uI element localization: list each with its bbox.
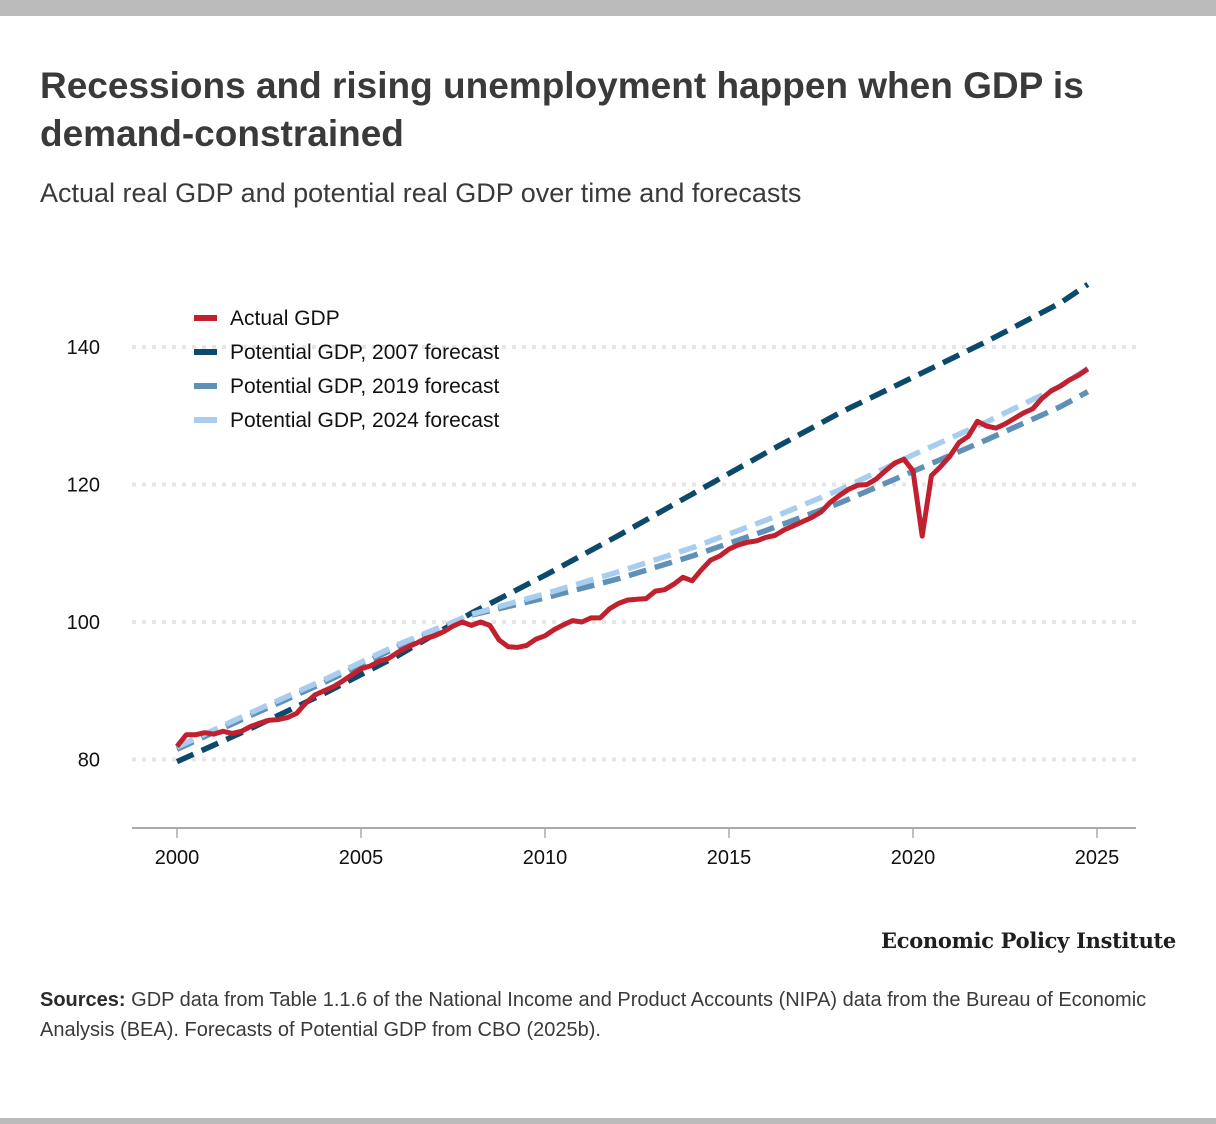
x-tick-label: 2010 xyxy=(523,847,568,869)
legend-swatch xyxy=(194,349,217,355)
x-axis: 2000 2005 2010 2015 2020 2025 xyxy=(132,827,1136,869)
sources-text: GDP data from Table 1.1.6 of the Nationa… xyxy=(40,989,1147,1041)
series-lines xyxy=(175,282,1090,765)
x-tick-label: 2020 xyxy=(891,847,936,869)
legend-label: Actual GDP xyxy=(230,307,340,330)
bottom-frame-bar xyxy=(0,1118,1216,1124)
series-line-actual-gdp xyxy=(175,366,1090,748)
chart-subtitle: Actual real GDP and potential real GDP o… xyxy=(40,178,802,208)
sources-label: Sources: xyxy=(40,989,126,1011)
y-tick-label: 140 xyxy=(67,337,100,359)
legend-label: Potential GDP, 2007 forecast xyxy=(230,341,499,364)
x-tick-label: 2000 xyxy=(155,847,200,869)
legend: Actual GDP Potential GDP, 2007 forecast Po… xyxy=(194,307,499,432)
chart-title: Recessions and rising unemployment happe… xyxy=(40,65,1084,154)
sources-note: Sources: GDP data from Table 1.1.6 of th… xyxy=(40,985,1190,1045)
y-tick-label: 100 xyxy=(67,612,100,634)
series-line-potential-gdp-2024-forecast xyxy=(175,365,1090,750)
x-tick-label: 2005 xyxy=(339,847,384,869)
x-tick-label: 2015 xyxy=(707,847,752,869)
x-tick-label: 2025 xyxy=(1075,847,1120,869)
legend-swatch xyxy=(194,315,217,321)
top-frame-bar xyxy=(0,0,1216,16)
y-tick-label: 120 xyxy=(67,475,100,497)
legend-label: Potential GDP, 2024 forecast xyxy=(230,409,499,432)
legend-label: Potential GDP, 2019 forecast xyxy=(230,375,499,398)
y-tick-label: 80 xyxy=(78,750,100,772)
y-axis-ticks: 80 100 120 140 xyxy=(67,337,100,772)
grid-lines xyxy=(132,345,1136,762)
brand-logo: Economic Policy Institute xyxy=(881,928,1176,953)
legend-swatch xyxy=(194,383,217,389)
legend-swatch xyxy=(194,417,217,423)
